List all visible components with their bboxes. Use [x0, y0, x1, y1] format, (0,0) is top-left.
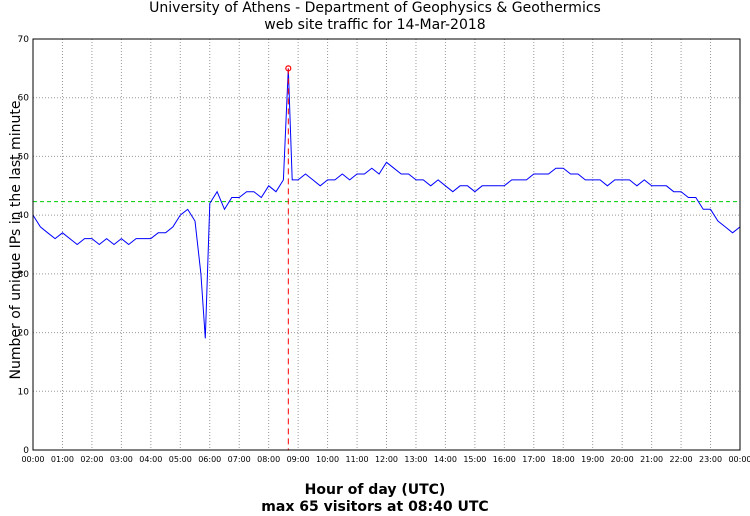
x-tick-label: 17:00: [522, 455, 545, 464]
x-tick-label: 23:00: [699, 455, 722, 464]
x-tick-label: 21:00: [640, 455, 663, 464]
chart-subtitle: web site traffic for 14-Mar-2018: [264, 17, 486, 33]
x-tick-label: 03:00: [110, 455, 133, 464]
grid-lines: [33, 39, 740, 450]
y-tick-label: 30: [18, 270, 30, 280]
x-tick-label: 01:00: [51, 455, 74, 464]
x-tick-label: 11:00: [346, 455, 369, 464]
y-ticks: 0 10 20 30 40 50 60 70: [18, 35, 30, 456]
x-tick-label: 16:00: [493, 455, 516, 464]
x-tick-label: 12:00: [375, 455, 398, 464]
y-tick-label: 40: [18, 211, 30, 221]
x-tick-label: 14:00: [434, 455, 457, 464]
x-tick-label: 04:00: [139, 455, 162, 464]
x-tick-label: 19:00: [581, 455, 604, 464]
max-marker-point: [285, 65, 292, 72]
x-tick-label: 13:00: [404, 455, 427, 464]
y-tick-label: 0: [23, 446, 29, 456]
x-tick-label: 09:00: [287, 455, 310, 464]
x-axis-label-block: Hour of day (UTC) max 65 visitors at 08:…: [0, 482, 750, 516]
chart-title: University of Athens - Department of Geo…: [149, 0, 601, 16]
plot-frame: [32, 38, 741, 451]
y-tick-label: 60: [18, 94, 30, 104]
x-tick-label: 07:00: [228, 455, 251, 464]
x-ticks: 00:00 01:00 02:00 03:00 04:00 05:00 06:00 07:00…: [21, 455, 750, 464]
x-tick-label: 18:00: [552, 455, 575, 464]
x-tick-label: 20:00: [611, 455, 634, 464]
y-tick-label: 20: [18, 329, 30, 339]
y-tick-label: 70: [18, 35, 30, 45]
x-tick-label: 02:00: [80, 455, 103, 464]
x-tick-label: 10:00: [316, 455, 339, 464]
x-tick-label: 15:00: [463, 455, 486, 464]
chart-footer: max 65 visitors at 08:40 UTC: [261, 499, 489, 515]
x-tick-label: 00:00: [728, 455, 750, 464]
x-tick-label: 05:00: [169, 455, 192, 464]
y-tick-label: 10: [18, 387, 30, 397]
x-tick-label: 08:00: [257, 455, 280, 464]
x-tick-label: 06:00: [198, 455, 221, 464]
series-line: [32, 68, 741, 339]
x-axis-label: Hour of day (UTC): [304, 482, 446, 498]
chart-title-block: University of Athens - Department of Geo…: [0, 0, 750, 34]
x-tick-label: 22:00: [670, 455, 693, 464]
y-tick-label: 50: [18, 152, 30, 162]
x-tick-label: 00:00: [21, 455, 44, 464]
